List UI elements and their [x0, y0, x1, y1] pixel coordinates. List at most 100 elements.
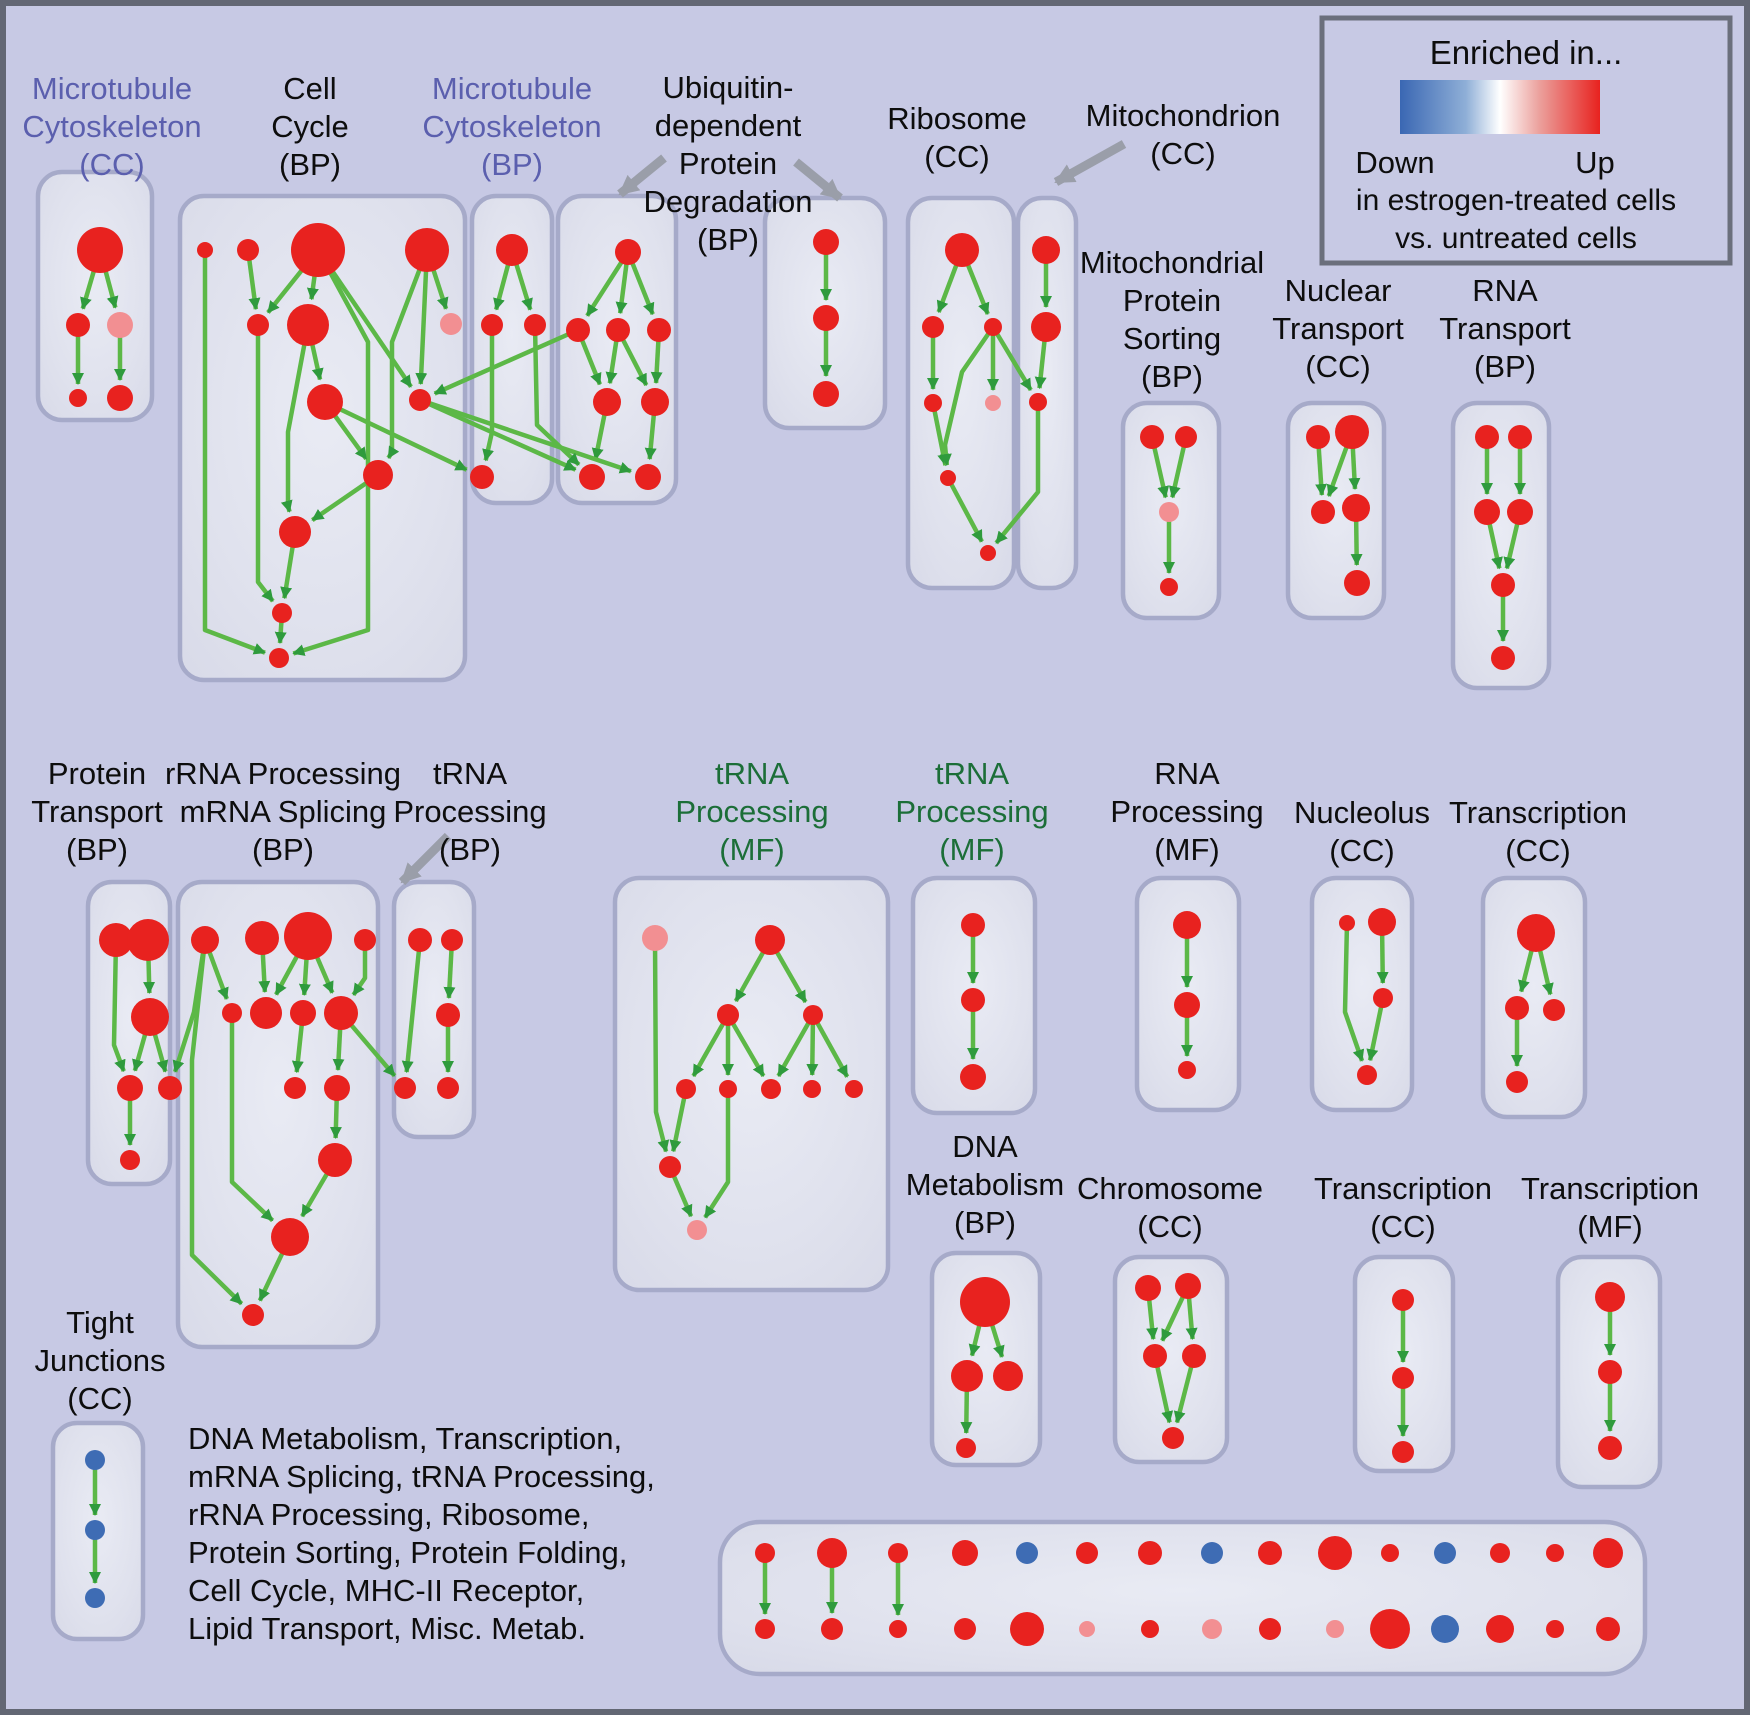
go-term-node-red [676, 1079, 696, 1099]
go-term-node-red [1506, 1071, 1528, 1093]
go-term-node-red [1160, 578, 1178, 596]
go-term-node-red [1259, 1618, 1281, 1640]
cluster-label-line: Processing [1110, 794, 1263, 829]
go-term-node-red [993, 1361, 1023, 1391]
go-term-node-red [1032, 236, 1060, 264]
go-term-node-red [1175, 426, 1197, 448]
edge-arrow-cell_cycle [280, 324, 311, 513]
go-term-node-red [120, 1150, 140, 1170]
cluster-label-transcription-cc-2: Transcription (CC) [1314, 1171, 1492, 1244]
go-term-node-red [566, 318, 590, 342]
cross-edge-arrow-ribosome-to-mito [991, 325, 1033, 392]
go-term-node-red [191, 926, 219, 954]
go-term-node-red [1031, 312, 1061, 342]
go-term-node-pink [107, 312, 133, 338]
go-term-node-red [1335, 415, 1369, 449]
go-term-node-red [813, 229, 839, 255]
go-term-node-red [158, 1076, 182, 1100]
legend-title: Enriched in... [1430, 34, 1623, 71]
go-term-node-red [324, 996, 358, 1030]
go-term-node-blue [1201, 1542, 1223, 1564]
go-term-node-red [951, 1360, 983, 1392]
go-term-node-red [755, 1543, 775, 1563]
cluster-label-mitochondrion: Mitochondrion (CC) [1086, 98, 1281, 171]
cluster-label-trna-mf-1: tRNA Processing (MF) [675, 756, 828, 867]
go-term-node-red [1344, 570, 1370, 596]
cluster-label-line: Transcription [1314, 1171, 1492, 1206]
go-term-node-red [1474, 499, 1500, 525]
cluster-label-line: Microtubule [32, 71, 192, 106]
go-term-node-red [1546, 1544, 1564, 1562]
cluster-label-line: (CC) [1137, 1209, 1202, 1244]
legend-subtitle-line: vs. untreated cells [1395, 222, 1637, 255]
go-term-node-red [1598, 1360, 1622, 1384]
cluster-label-line: RNA [1472, 273, 1538, 308]
cluster-label-line: Cycle [271, 109, 349, 144]
go-term-node-red [1596, 1617, 1620, 1641]
cluster-label-line: (MF) [1577, 1209, 1642, 1244]
go-term-node-pink [1159, 502, 1179, 522]
go-term-node-red [1339, 915, 1355, 931]
edge-arrow-trna_mf_1 [776, 1013, 815, 1078]
go-term-node-red [1543, 999, 1565, 1021]
cluster-label-line: Protein [679, 146, 777, 181]
go-term-node-red [250, 997, 282, 1029]
cross-edge-arrow-cell_cycle-to-ubiq1 [419, 397, 632, 474]
go-term-node-blue [85, 1520, 105, 1540]
go-term-node-red [1508, 425, 1532, 449]
go-term-node-red [1392, 1289, 1414, 1311]
nodes-layer [66, 223, 1625, 1649]
note-line: Protein Sorting, Protein Folding, [188, 1535, 627, 1570]
cluster-label-line: Transport [1439, 311, 1571, 346]
cluster-label-line: Ubiquitin- [663, 70, 794, 105]
cluster-label-nuclear-transport: Nuclear Transport (CC) [1272, 273, 1404, 384]
edge-arrow-cell_cycle [255, 325, 275, 603]
cluster-label-protein-transport: Protein Transport (BP) [31, 756, 163, 867]
go-term-node-red [1029, 393, 1047, 411]
edge-arrow-trna_mf_1 [669, 1088, 689, 1153]
go-term-node-red [1373, 988, 1393, 1008]
go-term-node-red [719, 1080, 737, 1098]
go-term-node-red [1370, 1609, 1410, 1649]
go-term-node-pink [642, 925, 668, 951]
go-term-node-pink [440, 313, 462, 335]
cluster-label-line: mRNA Splicing [180, 794, 387, 829]
edge-arrow-nucleolus [1366, 997, 1386, 1062]
cluster-label-trna-bp: tRNA Processing (BP) [393, 756, 546, 867]
cluster-box-transcription_cc [1480, 875, 1588, 1120]
edge-arrow-trna_mf_1 [703, 1089, 731, 1219]
go-term-node-red [980, 545, 996, 561]
go-term-node-red [1490, 1543, 1510, 1563]
go-term-node-pink [1202, 1619, 1222, 1639]
go-term-node-red [1311, 500, 1335, 524]
edge-arrow-nucleolus [1342, 922, 1365, 1062]
go-term-node-red [984, 318, 1002, 336]
go-term-node-red [245, 921, 279, 955]
edge-arrow-trna_bp [401, 939, 423, 1074]
go-term-node-red [1175, 1273, 1201, 1299]
go-term-node-red [1486, 1615, 1514, 1643]
go-term-node-pink [1079, 1621, 1095, 1637]
go-term-node-red [945, 233, 979, 267]
go-term-node-red [1598, 1436, 1622, 1460]
cluster-label-line: (CC) [1370, 1209, 1435, 1244]
go-term-node-red [131, 998, 169, 1036]
go-term-node-red [284, 912, 332, 960]
edge-arrow-cell_cycle [202, 250, 266, 655]
edge-arrow-trna_mf_1 [806, 1014, 819, 1076]
cluster-label-line: rRNA Processing [165, 756, 401, 791]
go-term-node-red [247, 314, 269, 336]
cluster-box-transcription_cc_2 [1352, 1254, 1456, 1474]
legend: Enriched in... Down Up in estrogen-treated … [1319, 15, 1733, 266]
cluster-label-line: (CC) [1329, 833, 1394, 868]
note-line: DNA Metabolism, Transcription, [188, 1421, 622, 1456]
label-pointer-arrow [398, 832, 452, 886]
cluster-box-dna_metabolism [929, 1250, 1043, 1468]
cluster-box-chromosome [1112, 1254, 1230, 1465]
cross-edge-arrow-mt_bp-to-ubiq1 [532, 324, 581, 467]
go-term-node-red [470, 465, 494, 489]
go-term-node-red [1546, 1620, 1564, 1638]
go-term-node-red [77, 227, 123, 273]
go-term-node-red [272, 603, 292, 623]
